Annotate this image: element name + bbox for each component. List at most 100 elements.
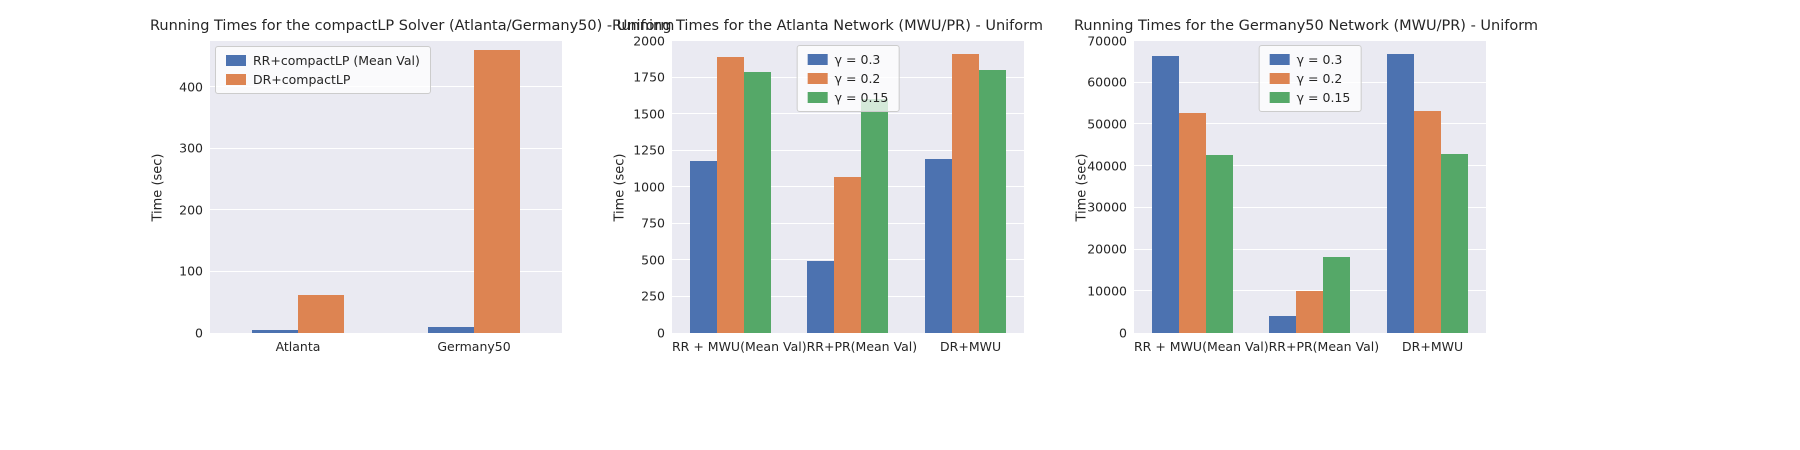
bar-γ = 0.2 [1413, 111, 1441, 333]
bar-groups [1134, 41, 1486, 333]
bar-γ = 0.3 [924, 159, 952, 333]
legend-label: γ = 0.2 [834, 71, 881, 86]
bar-γ = 0.15 [1323, 257, 1351, 333]
y-tick-label: 1000 [633, 178, 665, 194]
bar-group [386, 41, 562, 333]
y-axis-label-wrap: Time (sec) [612, 41, 628, 333]
y-tick-label: 100 [179, 263, 203, 279]
bar-group [907, 41, 1024, 333]
bar-γ = 0.3 [807, 261, 835, 333]
y-tick-label: 750 [641, 215, 665, 231]
x-axis-ticks: RR + MWU(Mean Val) RR+PR(Mean Val) DR+MWU [1134, 339, 1486, 354]
legend-item: DR+compactLP [226, 72, 420, 87]
bar-γ = 0.2 [951, 54, 979, 333]
legend-item: γ = 0.3 [807, 52, 889, 67]
legend-swatch [807, 73, 828, 84]
y-tick-label: 20000 [1087, 241, 1127, 257]
bar-γ = 0.3 [1269, 316, 1297, 333]
legend-item: γ = 0.15 [1269, 90, 1351, 105]
y-tick-label: 200 [179, 201, 203, 217]
chart-body: Time (sec) 0 100 200 300 400 RR+compactLP (M… [150, 41, 562, 338]
legend: γ = 0.3 γ = 0.2 γ = 0.15 [1258, 45, 1362, 112]
gridline [1134, 40, 1486, 41]
plot-area: γ = 0.3 γ = 0.2 γ = 0.15 [1134, 40, 1486, 333]
gridline [210, 147, 562, 149]
chart-body: Time (sec) 0 250 500 750 1000 1250 1500 1750 200… [612, 34, 1024, 338]
y-axis-ticks: 0 100 200 300 400 [166, 41, 210, 338]
bar-γ = 0.15 [861, 99, 889, 333]
legend-item: γ = 0.15 [807, 90, 889, 105]
bar-γ = 0.3 [1386, 53, 1414, 333]
legend-item: γ = 0.2 [807, 71, 889, 86]
y-axis-ticks: 0 10000 20000 30000 40000 50000 60000 70000 [1087, 34, 1134, 338]
legend-label: RR+compactLP (Mean Val) [253, 53, 420, 68]
charts-row: Running Times for the compactLP Solver (… [150, 18, 1538, 354]
bar-RR+compactLP (Mean Val) [252, 329, 298, 333]
bar-group [1251, 41, 1368, 333]
bar-γ = 0.15 [744, 71, 772, 333]
gridline [1134, 206, 1486, 208]
bar-group [789, 41, 906, 333]
y-axis-ticks: 0 250 500 750 1000 1250 1500 1750 2000 [628, 34, 672, 338]
bar-γ = 0.2 [834, 176, 862, 333]
y-tick-label: 0 [195, 324, 203, 340]
legend-label: γ = 0.3 [1296, 52, 1343, 67]
x-tick-label: RR+PR(Mean Val) [806, 339, 918, 354]
y-tick-label: 1750 [633, 69, 665, 85]
y-axis-label: Time (sec) [150, 152, 166, 222]
x-tick-label: Germany50 [437, 339, 511, 354]
bar-γ = 0.15 [1206, 154, 1234, 333]
y-axis-label-wrap: Time (sec) [150, 41, 166, 333]
x-tick-label: RR + MWU(Mean Val) [672, 339, 807, 354]
y-tick-label: 30000 [1087, 199, 1127, 215]
legend: γ = 0.3 γ = 0.2 γ = 0.15 [796, 45, 900, 112]
bar-group [210, 41, 386, 333]
legend-label: DR+compactLP [253, 72, 351, 87]
chart-title: Running Times for the Atlanta Network (M… [612, 18, 1043, 34]
y-tick-label: 400 [179, 78, 203, 94]
y-tick-label: 50000 [1087, 116, 1127, 132]
y-tick-label: 1250 [633, 142, 665, 158]
y-tick-label: 10000 [1087, 283, 1127, 299]
chart-compactlp-solver: Running Times for the compactLP Solver (… [150, 18, 675, 354]
legend-swatch [226, 74, 246, 85]
legend-swatch [1269, 73, 1290, 84]
y-tick-label: 40000 [1087, 157, 1127, 173]
gridline [1134, 123, 1486, 125]
bar-γ = 0.2 [1296, 291, 1324, 333]
x-tick-label: Atlanta [275, 339, 321, 354]
legend-label: γ = 0.15 [1296, 90, 1351, 105]
legend: RR+compactLP (Mean Val) DR+compactLP [215, 46, 431, 94]
plot-area: RR+compactLP (Mean Val) DR+compactLP [210, 41, 562, 333]
legend-item: γ = 0.2 [1269, 71, 1351, 86]
chart-germany50-network: Running Times for the Germany50 Network … [1074, 18, 1538, 354]
bar-group [1369, 41, 1486, 333]
legend-swatch [807, 54, 828, 65]
x-axis-ticks: Atlanta Germany50 [210, 339, 562, 354]
gridline [672, 149, 1024, 151]
gridline [1134, 290, 1486, 292]
bar-DR+compactLP [474, 50, 520, 333]
bar-group [1134, 41, 1251, 333]
legend-swatch [807, 92, 828, 103]
bar-γ = 0.3 [1152, 55, 1180, 333]
gridline [210, 270, 562, 272]
x-tick-label: DR+MWU [1402, 339, 1464, 354]
y-axis-label: Time (sec) [612, 152, 628, 222]
bar-γ = 0.2 [717, 57, 745, 333]
y-tick-label: 70000 [1087, 32, 1127, 48]
gridline [1134, 165, 1486, 167]
y-tick-label: 500 [641, 251, 665, 267]
chart-title: Running Times for the compactLP Solver (… [150, 18, 675, 34]
y-tick-label: 250 [641, 288, 665, 304]
legend-label: γ = 0.2 [1296, 71, 1343, 86]
x-axis-ticks: RR + MWU(Mean Val) RR+PR(Mean Val) DR+MWU [672, 339, 1024, 354]
y-tick-label: 60000 [1087, 74, 1127, 90]
bar-γ = 0.3 [690, 160, 718, 333]
legend-label: γ = 0.15 [834, 90, 889, 105]
bar-groups [672, 41, 1024, 333]
y-tick-label: 2000 [633, 32, 665, 48]
gridline [1134, 248, 1486, 250]
y-tick-label: 1500 [633, 105, 665, 121]
legend-item: γ = 0.3 [1269, 52, 1351, 67]
